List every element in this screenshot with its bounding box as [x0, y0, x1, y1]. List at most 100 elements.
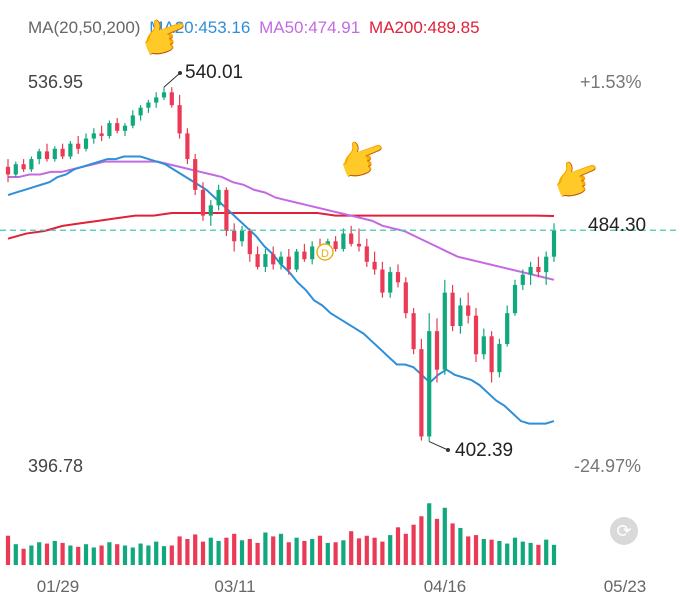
volume-bar [341, 540, 346, 565]
volume-bar [512, 537, 518, 565]
volume-bar [60, 542, 65, 565]
candle-body [458, 305, 463, 327]
candle-body [544, 256, 549, 273]
candle-body [263, 254, 268, 267]
volume-bar [489, 539, 494, 565]
candle-body [99, 133, 104, 136]
volume-bar [395, 527, 401, 565]
candle-body [52, 148, 57, 160]
candle-body [154, 97, 159, 103]
volume-bar [473, 535, 479, 565]
volume-bar [29, 545, 34, 565]
volume-bar [76, 546, 81, 565]
candle-body [122, 125, 128, 131]
candle-body [427, 331, 432, 437]
candle-body [91, 133, 96, 139]
ma200-label: MA200:489.85 [368, 18, 480, 37]
min-marker-dot [446, 448, 450, 452]
volume-bar [364, 535, 369, 565]
volume-bar [356, 538, 362, 565]
x-tick-label: 04/16 [424, 577, 467, 596]
volume-bar [239, 540, 245, 565]
volume-bar [146, 545, 151, 565]
ma-legend: MA(20,50,200) MA20:453.16 MA50:474.91 MA… [28, 18, 484, 38]
candle-body [528, 266, 533, 275]
volume-bar [466, 536, 471, 565]
volume-bar [13, 544, 18, 565]
pct-high-label: +1.53% [580, 72, 642, 92]
volume-bar [193, 534, 198, 565]
candle-body [520, 274, 525, 285]
volume-bar [83, 544, 89, 565]
candle-body [419, 349, 424, 437]
candle-body [255, 254, 260, 267]
candle-body [341, 233, 346, 249]
candle-body [512, 284, 518, 314]
candle-body [5, 166, 11, 175]
candle-body [76, 143, 81, 149]
candle-body [372, 261, 377, 270]
candle-body [497, 343, 502, 373]
volume-bar [380, 541, 385, 565]
volume-bar [216, 540, 221, 565]
volume-bar [520, 541, 525, 565]
volume-bar [169, 545, 174, 565]
volume-bar [544, 539, 549, 565]
candle-body [37, 151, 42, 160]
volume-bar [122, 545, 128, 565]
volume-bar [349, 531, 354, 565]
pct-low-label: -24.97% [574, 456, 642, 476]
candle-body [169, 92, 174, 106]
candle-body [442, 292, 447, 370]
candle-body [177, 105, 182, 134]
volume-bar [450, 523, 455, 565]
current-price-label: 484.30 [588, 215, 647, 236]
volume-bar [208, 537, 213, 565]
volume-bar [333, 542, 338, 565]
volume-bar [21, 548, 26, 565]
dividend-badge-label: D [321, 248, 329, 260]
candle-body [489, 336, 494, 373]
ma20-line [7, 155, 555, 425]
candle-body [356, 243, 362, 247]
volume-bar [419, 516, 424, 565]
volume-bar [115, 544, 120, 565]
volume-bar [403, 533, 408, 565]
candle-body [505, 313, 510, 344]
volume-bar [372, 537, 377, 565]
candle-body [146, 102, 151, 108]
candle-body [83, 138, 89, 149]
candle-body [239, 230, 245, 242]
volume-bar [427, 503, 432, 565]
volume-bar [154, 541, 159, 565]
volume-bar [99, 545, 104, 565]
candle-body [161, 92, 167, 98]
candle-body [473, 315, 479, 355]
candle-body [13, 164, 18, 175]
candle-body [68, 143, 73, 157]
volume-bar [271, 536, 276, 565]
candle-body [21, 164, 26, 170]
max-marker-dot [178, 71, 182, 75]
candle-body [403, 282, 408, 314]
volume-bar [161, 546, 167, 565]
volume-bar [68, 545, 73, 565]
volume-bar [481, 539, 486, 565]
volume-bar [138, 543, 143, 565]
volume-bar [294, 537, 299, 565]
volume-bar [91, 547, 96, 565]
candle-body [185, 133, 190, 160]
reset-zoom-button[interactable]: ⟳ [610, 517, 638, 545]
candle-body [247, 230, 252, 255]
volume-bar [185, 539, 190, 565]
volume-bar [411, 524, 416, 565]
price-low-label: 396.78 [28, 456, 84, 476]
candle-body [411, 313, 416, 350]
candle-body [216, 189, 221, 206]
candle-body [434, 331, 440, 370]
candle-body [193, 159, 198, 190]
candle-body [536, 266, 541, 273]
volume-bar [255, 542, 260, 565]
candle-body [271, 254, 276, 265]
